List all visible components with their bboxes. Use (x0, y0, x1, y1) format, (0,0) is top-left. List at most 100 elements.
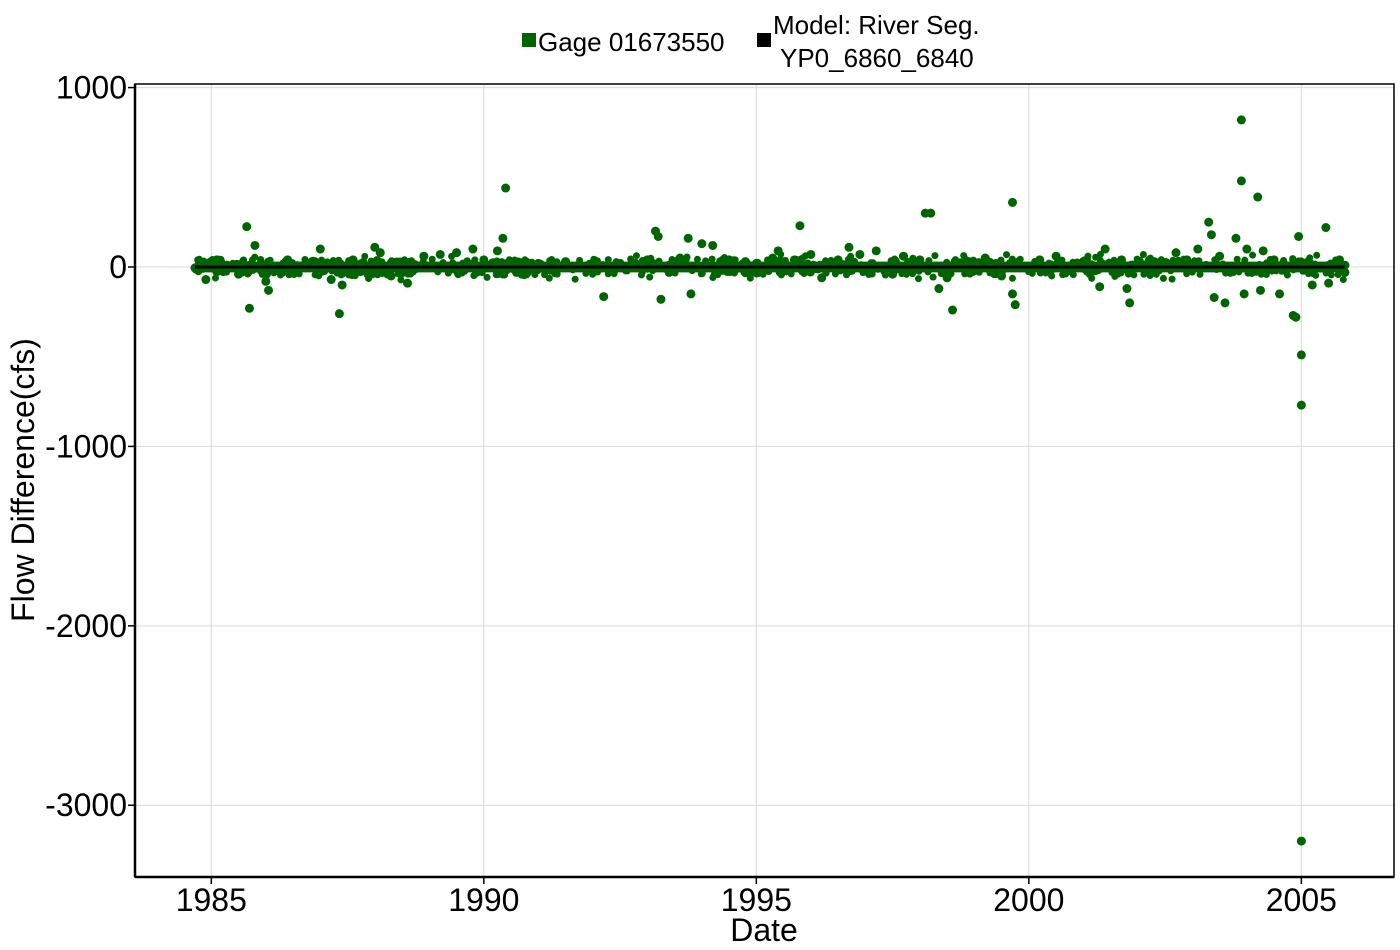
gage-point-texture (805, 266, 813, 274)
gage-point-texture (754, 270, 762, 278)
gage-point-77 (1122, 284, 1132, 294)
gage-point-texture (632, 252, 640, 260)
gage-point-texture (548, 255, 556, 263)
gage-point-52 (817, 273, 827, 283)
gage-point-texture (925, 257, 933, 265)
gage-point-59 (915, 255, 925, 265)
gage-point-texture (1213, 259, 1221, 267)
gage-point-texture (315, 269, 323, 277)
gage-point-texture (470, 272, 478, 280)
gage-point-texture (388, 257, 396, 265)
gage-point-13 (334, 309, 344, 319)
gage-point-texture (498, 258, 506, 266)
gage-point-texture (398, 270, 406, 278)
gage-point-24 (479, 255, 489, 265)
gage-point-94 (1255, 285, 1265, 295)
gage-point-texture (287, 270, 295, 278)
gage-point-texture (1313, 251, 1321, 259)
gage-point-texture (356, 268, 364, 276)
gage-point-63 (942, 273, 952, 283)
gage-point-texture (929, 273, 937, 281)
gage-point-texture (1073, 258, 1081, 266)
gage-point-texture (604, 270, 612, 278)
gage-point-texture (682, 260, 690, 268)
gage-point-69 (1010, 300, 1020, 310)
legend-swatch-gage (522, 33, 536, 47)
gage-point-texture (961, 270, 969, 278)
gage-point-99 (1291, 312, 1301, 322)
gage-point-28 (512, 267, 522, 277)
gage-point-texture (576, 256, 584, 264)
gage-point-texture (1130, 271, 1138, 279)
gage-point-75 (1100, 244, 1110, 254)
gage-point-82 (1193, 244, 1203, 254)
gage-point-texture (931, 252, 939, 260)
gage-point-texture (301, 256, 309, 264)
gage-point-texture (1327, 271, 1335, 279)
gage-point-25 (492, 246, 502, 256)
gage-point-texture (604, 256, 612, 264)
gage-point-texture (1304, 270, 1312, 278)
gage-point-texture (526, 266, 534, 274)
gage-point-texture (975, 268, 983, 276)
gage-point-4 (242, 222, 252, 232)
gage-point-texture (1312, 271, 1320, 279)
gage-point-92 (1242, 244, 1252, 254)
gage-point-texture (1169, 256, 1177, 264)
gage-point-texture (726, 269, 734, 277)
gage-point-texture (970, 268, 978, 276)
gage-point-texture (1042, 269, 1050, 277)
gage-point-texture (295, 270, 303, 278)
gage-point-texture (1167, 267, 1175, 275)
gage-point-83 (1204, 217, 1214, 227)
gage-point-texture (1016, 255, 1024, 263)
gage-point-texture (582, 269, 590, 277)
gage-point-90 (1236, 176, 1246, 186)
gage-point-texture (449, 259, 457, 267)
y-axis-ticks: 1000 0 -1000 -2000 -3000 (45, 70, 135, 823)
gage-point-79 (1149, 257, 1159, 267)
gage-point-texture (910, 259, 918, 267)
gage-point-34 (642, 255, 652, 265)
gage-point-58 (898, 251, 908, 261)
gage-point-texture (827, 256, 835, 264)
gage-point-101 (1296, 350, 1306, 360)
gage-point-texture (444, 269, 452, 277)
gage-point-81 (1182, 255, 1192, 265)
gage-point-49 (789, 255, 799, 265)
x-tick-label-0: 1985 (176, 882, 247, 918)
gage-point-41 (686, 289, 696, 299)
gage-point-texture (1328, 260, 1336, 268)
gage-point-texture (1003, 251, 1011, 259)
gage-point-texture (483, 273, 491, 281)
gage-point-26 (498, 233, 508, 243)
y-tick-label-3: -2000 (45, 608, 127, 644)
gage-point-texture (1011, 259, 1019, 267)
gage-point-texture (991, 268, 999, 276)
gage-point-42 (697, 239, 707, 249)
gage-point-106 (1324, 278, 1334, 288)
gage-point-76 (1116, 255, 1126, 265)
gage-point-5 (244, 303, 254, 313)
gage-point-53 (833, 255, 843, 265)
gage-point-97 (1275, 289, 1285, 299)
gage-point-texture (902, 270, 910, 278)
gage-point-texture (688, 267, 696, 275)
gage-point-19 (403, 278, 413, 288)
gage-point-48 (773, 246, 783, 256)
gage-point-texture (495, 270, 503, 278)
y-tick-label-4: -3000 (45, 787, 127, 823)
gage-point-texture (1008, 274, 1016, 282)
gage-point-36 (653, 232, 663, 241)
gage-point-texture (742, 267, 750, 275)
gage-point-texture (1136, 256, 1144, 264)
gage-point-66 (980, 253, 990, 263)
gage-point-6 (250, 240, 260, 250)
gage-point-17 (375, 248, 385, 258)
gage-point-23 (468, 244, 478, 254)
gage-point-texture (534, 267, 542, 275)
x-axis-ticks: 1985 1990 1995 2000 2005 (176, 877, 1337, 918)
gage-point-95 (1258, 246, 1268, 256)
gage-point-texture (693, 255, 701, 263)
gage-point-texture (1069, 271, 1077, 279)
